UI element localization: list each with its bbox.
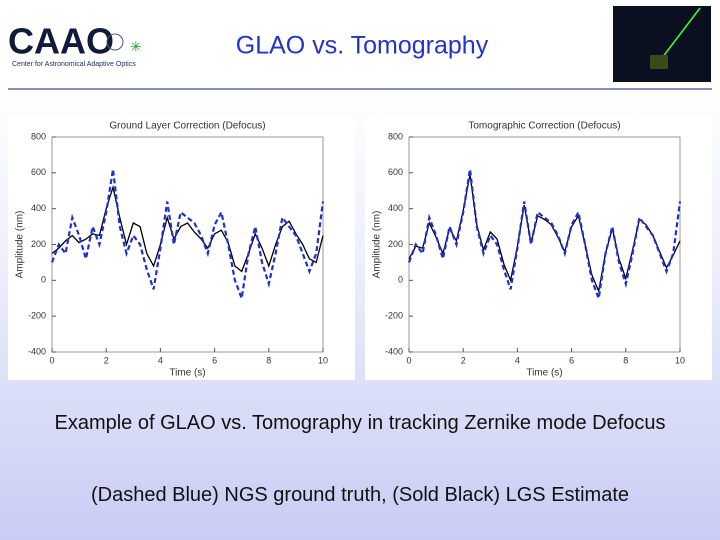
x-axis-label: Time (s) xyxy=(526,368,562,379)
x-tick-label: 4 xyxy=(158,355,163,365)
y-tick-label: 400 xyxy=(388,203,403,213)
y-tick-label: -200 xyxy=(28,311,46,321)
chart: Ground Layer Correction (Defocus) Time (s… xyxy=(8,117,355,380)
photo xyxy=(613,6,711,82)
x-tick-label: 2 xyxy=(461,355,466,365)
photo-dome xyxy=(650,55,668,69)
data-line xyxy=(50,169,325,303)
photo-laser xyxy=(661,7,701,59)
charts: Ground Layer Correction (Defocus) Time (s… xyxy=(8,117,712,380)
x-tick-label: 10 xyxy=(318,355,328,365)
y-tick-label: 200 xyxy=(31,239,46,249)
slide-title: GLAO vs. Tomography xyxy=(236,32,489,60)
y-tick-label: 0 xyxy=(41,275,46,285)
y-axis-label: Amplitude (nm) xyxy=(15,211,26,279)
y-axis-label: Amplitude (nm) xyxy=(372,211,383,279)
caption: Example of GLAO vs. Tomography in tracki… xyxy=(54,412,666,434)
caption: (Dashed Blue) NGS ground truth, (Sold Bl… xyxy=(90,484,629,506)
chart-title: Tomographic Correction (Defocus) xyxy=(468,121,620,132)
chart-background xyxy=(365,117,712,380)
y-tick-label: 0 xyxy=(398,275,403,285)
chart: Tomographic Correction (Defocus) Time (s)… xyxy=(365,117,712,380)
y-tick-label: 400 xyxy=(31,203,46,213)
x-tick-label: 8 xyxy=(266,355,271,365)
x-tick-label: 0 xyxy=(49,355,54,365)
logo: CAAO xyxy=(8,21,114,62)
x-axis-label: Time (s) xyxy=(169,368,205,379)
x-tick-label: 4 xyxy=(515,355,520,365)
data-line xyxy=(407,169,682,303)
y-tick-label: -400 xyxy=(385,346,403,356)
logo-subtitle: Center for Astronomical Adaptive Optics xyxy=(12,61,136,68)
y-tick-label: 600 xyxy=(388,167,403,177)
x-tick-label: 2 xyxy=(104,355,109,365)
y-tick-label: -400 xyxy=(28,346,46,356)
chart-title: Ground Layer Correction (Defocus) xyxy=(109,121,265,132)
x-tick-label: 0 xyxy=(406,355,411,365)
y-tick-label: 800 xyxy=(31,131,46,141)
x-tick-label: 8 xyxy=(623,355,628,365)
x-tick-label: 6 xyxy=(212,355,217,365)
x-tick-label: 6 xyxy=(569,355,574,365)
y-tick-label: 800 xyxy=(388,131,403,141)
x-tick-label: 10 xyxy=(675,355,685,365)
y-tick-label: 200 xyxy=(388,239,403,249)
logo-icon xyxy=(106,33,124,51)
logo-star: ✳ xyxy=(130,39,142,55)
chart-background xyxy=(8,117,355,380)
y-tick-label: -200 xyxy=(385,311,403,321)
y-tick-label: 600 xyxy=(31,167,46,177)
